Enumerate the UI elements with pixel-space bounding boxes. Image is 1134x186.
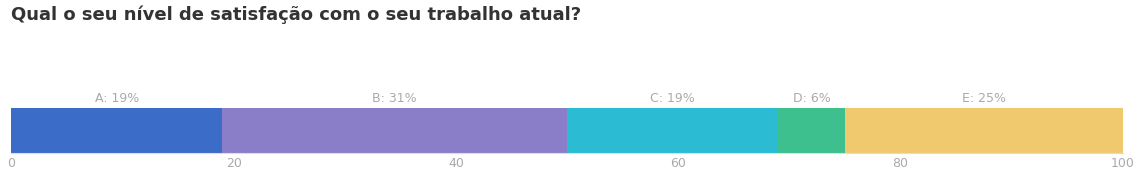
Bar	[11, 108, 222, 153]
Bar	[778, 108, 845, 153]
Text: Qual o seu nível de satisfação com o seu trabalho atual?: Qual o seu nível de satisfação com o seu…	[11, 6, 582, 24]
Text: A: 19%: A: 19%	[95, 92, 139, 105]
Bar	[845, 108, 1123, 153]
Text: E: 25%: E: 25%	[962, 92, 1006, 105]
Text: D: 6%: D: 6%	[793, 92, 830, 105]
Bar	[567, 108, 778, 153]
Text: C: 19%: C: 19%	[650, 92, 695, 105]
Bar	[222, 108, 567, 153]
Text: B: 31%: B: 31%	[372, 92, 417, 105]
